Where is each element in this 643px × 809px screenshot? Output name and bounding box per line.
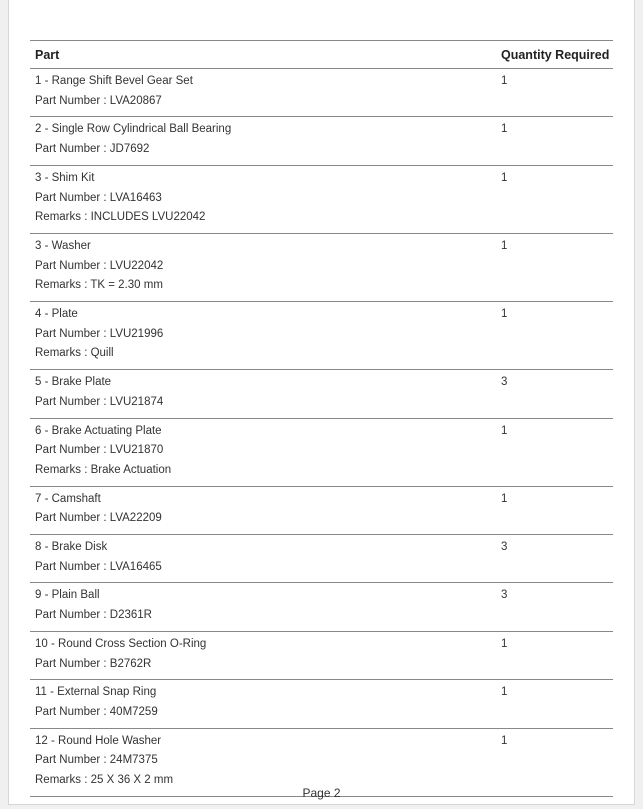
part-number: Part Number : LVA22209	[35, 512, 162, 525]
part-name: 3 - Shim Kit	[35, 171, 95, 184]
header-part: Part	[30, 40, 501, 69]
table-row: 1 - Range Shift Bevel Gear Set Part Numbe…	[30, 68, 613, 118]
part-cell: 9 - Plain Ball Part Number : D2361R	[30, 582, 501, 632]
part-number: Part Number : LVU21870	[35, 444, 164, 457]
part-remarks: Remarks : Quill	[35, 347, 114, 360]
quantity-cell: 1	[501, 165, 613, 234]
table-row: 10 - Round Cross Section O-Ring Part Numb…	[30, 631, 613, 681]
part-number: Part Number : B2762R	[35, 657, 152, 670]
part-remarks: Remarks : TK = 2.30 mm	[35, 279, 163, 292]
parts-table-body: 1 - Range Shift Bevel Gear Set Part Numbe…	[30, 68, 613, 797]
part-cell: 11 - External Snap Ring Part Number : 40M…	[30, 679, 501, 729]
part-cell: 3 - Shim Kit Part Number : LVA16463 Remark…	[30, 165, 501, 234]
quantity-cell: 1	[501, 486, 613, 536]
table-row: 3 - Washer Part Number : LVU22042 Remarks …	[30, 233, 613, 303]
part-number: Part Number : LVU22042	[35, 259, 164, 272]
quantity-cell: 3	[501, 534, 613, 584]
part-number: Part Number : LVU21874	[35, 395, 164, 408]
part-remarks: Remarks : Brake Actuation	[35, 463, 172, 476]
part-number: Part Number : D2361R	[35, 609, 152, 622]
table-header-row: Part Quantity Required	[30, 40, 613, 69]
table-row: 5 - Brake Plate Part Number : LVU21874 3	[30, 369, 613, 419]
part-name: 5 - Brake Plate	[35, 376, 112, 389]
part-number: Part Number : LVA20867	[35, 94, 162, 107]
table-row: 11 - External Snap Ring Part Number : 40M…	[30, 679, 613, 729]
part-cell: 8 - Brake Disk Part Number : LVA16465	[30, 534, 501, 584]
part-cell: 3 - Washer Part Number : LVU22042 Remarks …	[30, 233, 501, 303]
part-name: 3 - Washer	[35, 239, 91, 252]
document-page: Part Quantity Required 1 - Range Shift B…	[8, 0, 635, 805]
table-row: 7 - Camshaft Part Number : LVA22209 1	[30, 486, 613, 536]
part-cell: 1 - Range Shift Bevel Gear Set Part Numbe…	[30, 68, 501, 118]
table-row: 3 - Shim Kit Part Number : LVA16463 Remark…	[30, 165, 613, 234]
quantity-cell: 1	[501, 116, 613, 166]
part-number: Part Number : LVU21996	[35, 327, 164, 340]
part-name: 2 - Single Row Cylindrical Ball Bearing	[35, 123, 232, 136]
part-number: Part Number : LVA16463	[35, 191, 162, 204]
table-row: 12 - Round Hole Washer Part Number : 24M7…	[30, 728, 613, 797]
part-name: 12 - Round Hole Washer	[35, 734, 162, 747]
page-number: Page 2	[302, 786, 341, 800]
part-name: 4 - Plate	[35, 308, 78, 321]
table-row: 4 - Plate Part Number : LVU21996 Remarks :…	[30, 301, 613, 371]
part-name: 10 - Round Cross Section O-Ring	[35, 637, 207, 650]
quantity-cell: 3	[501, 369, 613, 419]
parts-table: Part Quantity Required 1 - Range Shift B…	[30, 40, 613, 797]
part-name: 11 - External Snap Ring	[35, 686, 157, 699]
part-number: Part Number : LVA16465	[35, 560, 162, 573]
quantity-cell: 1	[501, 68, 613, 118]
part-cell: 10 - Round Cross Section O-Ring Part Numb…	[30, 631, 501, 681]
table-row: 9 - Plain Ball Part Number : D2361R 3	[30, 582, 613, 632]
part-name: 8 - Brake Disk	[35, 541, 108, 554]
part-cell: 4 - Plate Part Number : LVU21996 Remarks :…	[30, 301, 501, 371]
part-number: Part Number : JD7692	[35, 143, 150, 156]
part-name: 7 - Camshaft	[35, 492, 101, 505]
quantity-cell: 3	[501, 582, 613, 632]
part-name: 9 - Plain Ball	[35, 589, 100, 602]
part-name: 1 - Range Shift Bevel Gear Set	[35, 75, 193, 87]
part-cell: 5 - Brake Plate Part Number : LVU21874	[30, 369, 501, 419]
part-remarks: Remarks : 25 X 36 X 2 mm	[35, 774, 174, 787]
part-number: Part Number : 40M7259	[35, 705, 158, 718]
quantity-cell: 1	[501, 233, 613, 303]
header-quantity: Quantity Required	[501, 40, 613, 69]
quantity-cell: 1	[501, 301, 613, 371]
part-cell: 6 - Brake Actuating Plate Part Number : L…	[30, 418, 501, 487]
quantity-cell: 1	[501, 631, 613, 681]
part-cell: 12 - Round Hole Washer Part Number : 24M7…	[30, 728, 501, 797]
table-row: 6 - Brake Actuating Plate Part Number : L…	[30, 418, 613, 487]
table-row: 8 - Brake Disk Part Number : LVA16465 3	[30, 534, 613, 584]
part-name: 6 - Brake Actuating Plate	[35, 424, 162, 437]
table-row: 2 - Single Row Cylindrical Ball Bearing P…	[30, 116, 613, 166]
quantity-cell: 1	[501, 418, 613, 487]
quantity-cell: 1	[501, 728, 613, 797]
part-remarks: Remarks : INCLUDES LVU22042	[35, 211, 206, 224]
part-cell: 7 - Camshaft Part Number : LVA22209	[30, 486, 501, 536]
quantity-cell: 1	[501, 679, 613, 729]
part-number: Part Number : 24M7375	[35, 754, 158, 767]
part-cell: 2 - Single Row Cylindrical Ball Bearing P…	[30, 116, 501, 166]
